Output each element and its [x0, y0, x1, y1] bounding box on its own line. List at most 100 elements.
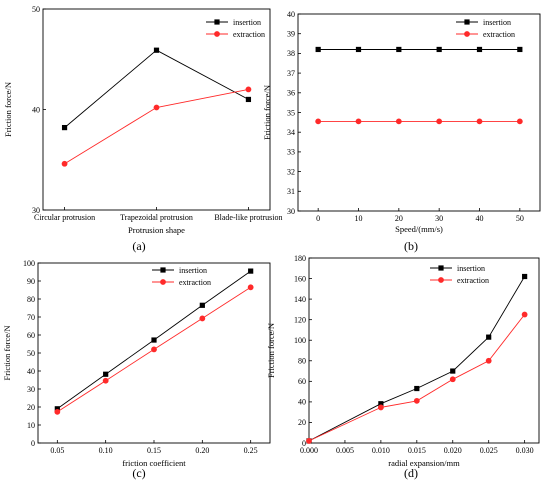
legend-marker — [438, 265, 444, 271]
data-point-insertion — [103, 371, 109, 377]
legend-label: insertion — [233, 18, 261, 27]
x-tick-label: 0.25 — [244, 446, 258, 455]
x-tick-label: 0.15 — [147, 446, 161, 455]
y-axis-label: Friction force/N — [266, 323, 276, 378]
data-point-extraction — [413, 397, 420, 404]
y-tick-label: 34 — [287, 128, 295, 137]
x-tick-label: 0.010 — [372, 446, 390, 455]
y-tick-label: 33 — [287, 148, 295, 157]
data-point-extraction — [395, 118, 402, 125]
y-tick-label: 160 — [294, 274, 306, 283]
x-tick-label: 0.005 — [336, 446, 354, 455]
y-tick-label: 37 — [287, 69, 295, 78]
data-point-insertion — [199, 302, 205, 308]
panel-caption: (b) — [404, 239, 418, 253]
y-tick-label: 40 — [27, 367, 35, 376]
legend-marker — [214, 31, 220, 37]
x-tick-label: 30 — [435, 214, 443, 223]
y-tick-label: 30 — [287, 207, 295, 216]
data-point-extraction — [306, 438, 312, 444]
x-tick-label: 0.10 — [99, 446, 113, 455]
data-point-insertion — [450, 368, 456, 374]
x-tick-label: 0.000 — [300, 446, 318, 455]
legend-label: insertion — [457, 264, 485, 273]
data-point-extraction — [485, 357, 492, 364]
x-tick-label: 0 — [316, 214, 320, 223]
data-point-insertion — [315, 46, 321, 53]
legend-marker — [438, 277, 444, 283]
x-tick-label: Circular protrusion — [34, 213, 95, 222]
plot-frame — [308, 257, 540, 444]
legend-label: extraction — [457, 276, 489, 285]
x-tick-label: 0.025 — [480, 446, 498, 455]
data-point-insertion — [396, 46, 402, 53]
data-point-extraction — [436, 118, 443, 125]
data-point-extraction — [153, 104, 160, 111]
y-tick-label: 100 — [294, 336, 306, 345]
legend-label: extraction — [233, 30, 265, 39]
data-point-extraction — [521, 311, 528, 318]
data-point-extraction — [355, 118, 362, 125]
data-point-insertion — [61, 124, 68, 131]
data-point-extraction — [199, 315, 206, 322]
legend-marker — [160, 267, 166, 273]
data-point-insertion — [436, 46, 442, 53]
y-tick-label: 32 — [287, 167, 295, 176]
data-point-insertion — [486, 334, 492, 340]
data-point-extraction — [245, 86, 252, 93]
data-point-insertion — [522, 273, 528, 280]
data-point-insertion — [248, 268, 254, 274]
y-tick-label: 100 — [23, 259, 35, 268]
x-axis-label: Speed/(mm/s) — [395, 224, 443, 234]
panel-caption: (c) — [132, 466, 145, 480]
x-tick-label: 0.015 — [408, 446, 426, 455]
legend-label: extraction — [483, 30, 515, 39]
y-tick-label: 36 — [287, 89, 295, 98]
y-tick-label: 31 — [287, 187, 295, 196]
y-tick-label: 50 — [32, 5, 40, 14]
legend-label: insertion — [179, 266, 207, 275]
data-point-extraction — [54, 408, 61, 415]
data-point-extraction — [151, 346, 157, 353]
y-tick-label: 20 — [27, 403, 35, 412]
x-tick-label: Blade-like protrusion — [214, 213, 282, 222]
data-point-insertion — [517, 46, 523, 53]
x-axis-label: friction coefficient — [122, 458, 186, 468]
plot-frame — [37, 262, 271, 444]
y-tick-label: 38 — [287, 49, 295, 58]
legend-marker — [464, 19, 470, 25]
y-axis-label: Friction force/N — [262, 85, 272, 140]
data-point-insertion — [151, 337, 157, 343]
y-tick-label: 50 — [27, 349, 35, 358]
y-tick-label: 120 — [294, 315, 306, 324]
x-tick-label: Trapezoidal protrusion — [120, 213, 193, 222]
chart-panel-d: 0 20 40 60 80 100 120 140 160 180 0.000 0.005 0.010 0… — [266, 254, 540, 480]
data-point-extraction — [516, 118, 523, 125]
data-point-insertion — [414, 385, 420, 392]
y-tick-label: 140 — [294, 295, 306, 304]
plot-frame — [297, 13, 541, 212]
y-tick-label: 180 — [294, 254, 306, 263]
data-point-insertion — [153, 47, 160, 53]
y-tick-label: 40 — [298, 398, 306, 407]
y-tick-label: 39 — [287, 30, 295, 39]
x-tick-label: 0.030 — [516, 446, 534, 455]
y-tick-label: 10 — [27, 421, 35, 430]
series-line-insertion — [64, 49, 249, 128]
data-point-extraction — [102, 377, 109, 384]
data-point-extraction — [476, 118, 483, 125]
x-tick-label: 50 — [516, 214, 524, 223]
y-tick-label: 90 — [27, 277, 35, 286]
x-tick-label: 20 — [395, 214, 403, 223]
data-point-extraction — [247, 284, 254, 291]
x-tick-label: 0.20 — [195, 446, 209, 455]
y-tick-label: 80 — [27, 295, 35, 304]
series-line-extraction — [64, 88, 249, 165]
y-tick-label: 30 — [32, 206, 40, 215]
y-axis-label: Friction force/N — [3, 82, 13, 137]
x-tick-label: 40 — [476, 214, 484, 223]
data-point-insertion — [476, 46, 483, 53]
y-tick-label: 70 — [27, 313, 35, 322]
data-point-insertion — [245, 96, 252, 103]
